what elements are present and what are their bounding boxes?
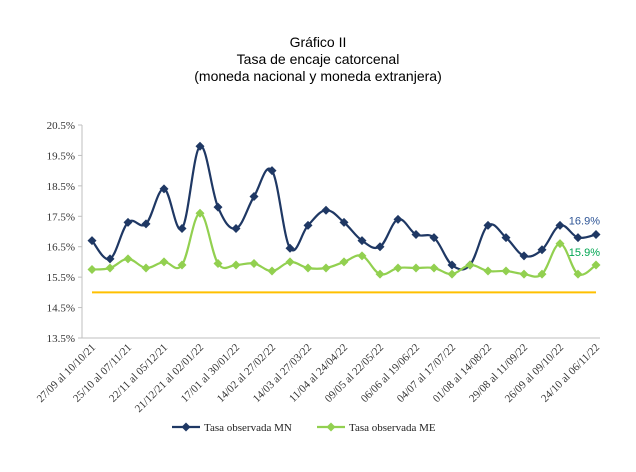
y-tick-label: 16.5% <box>47 242 75 254</box>
data-point <box>339 217 349 227</box>
data-point <box>249 258 259 268</box>
data-point <box>573 233 583 243</box>
y-tick-label: 14.5% <box>47 303 75 315</box>
data-point <box>393 214 403 224</box>
data-point <box>123 217 133 227</box>
data-point <box>321 205 331 215</box>
chart-subtitle: Tasa de encaje catorcenal <box>236 51 400 67</box>
data-point <box>213 202 223 212</box>
y-tick-label: 17.5% <box>47 211 75 223</box>
series-line-1 <box>91 145 597 271</box>
series-layer: 16.9% 15.9% <box>87 141 601 294</box>
y-tick-label: 18.5% <box>47 181 75 193</box>
data-point <box>375 242 385 252</box>
data-point <box>447 260 457 270</box>
data-point <box>429 233 439 243</box>
data-point <box>141 263 151 273</box>
data-point <box>303 263 313 273</box>
data-point <box>195 141 205 151</box>
chart-title: Gráfico II <box>289 34 347 50</box>
data-point <box>87 236 97 246</box>
data-point <box>267 266 277 276</box>
data-point <box>411 263 421 273</box>
legend-label: Tasa observada ME <box>349 422 436 434</box>
data-point <box>303 220 313 230</box>
data-point <box>555 220 565 230</box>
end-value-label: 16.9% <box>569 216 600 228</box>
chart-subtitle-2: (moneda nacional y moneda extranjera) <box>194 68 442 84</box>
data-point <box>429 263 439 273</box>
data-point <box>573 269 583 279</box>
data-point <box>177 223 187 233</box>
data-point <box>357 236 367 246</box>
data-point <box>375 269 385 279</box>
y-tick-label: 15.5% <box>47 272 75 284</box>
y-tick-label: 19.5% <box>47 150 75 162</box>
data-point <box>285 243 295 253</box>
data-point <box>213 258 223 268</box>
y-tick-label: 13.5% <box>47 333 75 345</box>
legend: Tasa observada MN Tasa observada ME <box>172 422 436 434</box>
legend-marker <box>326 422 336 432</box>
data-point <box>447 269 457 279</box>
data-point <box>537 269 547 279</box>
data-point <box>231 260 241 270</box>
data-point <box>591 260 601 270</box>
data-point <box>177 260 187 270</box>
data-point <box>519 269 529 279</box>
data-point <box>231 223 241 233</box>
data-point <box>195 208 205 218</box>
data-point <box>465 260 475 270</box>
data-point <box>87 265 97 275</box>
data-point <box>105 254 115 264</box>
data-point <box>357 251 367 261</box>
data-point <box>321 263 331 273</box>
data-point <box>267 166 277 176</box>
data-point <box>591 230 601 240</box>
data-point <box>249 192 259 202</box>
y-axis: 20.5% 19.5% 18.5% 17.5% 16.5% 15.5% 14.5% 13.5% <box>47 120 83 345</box>
data-point <box>159 257 169 267</box>
end-value-label: 15.9% <box>569 247 600 259</box>
y-tick-label: 20.5% <box>47 120 75 132</box>
data-point <box>555 239 565 249</box>
data-point <box>519 251 529 261</box>
data-point <box>393 263 403 273</box>
legend-marker <box>181 422 191 432</box>
data-point <box>141 219 151 229</box>
data-point <box>411 230 421 240</box>
data-point <box>501 266 511 276</box>
data-point <box>537 245 547 255</box>
data-point <box>501 233 511 243</box>
data-point <box>483 220 493 230</box>
data-point <box>123 254 133 264</box>
legend-label: Tasa observada MN <box>204 422 292 434</box>
data-point <box>483 266 493 276</box>
data-point <box>285 257 295 267</box>
data-point <box>105 263 115 273</box>
x-tick-label: 21/12/21 al 02/01/22 <box>133 342 206 415</box>
data-point <box>339 257 349 267</box>
data-point <box>159 184 169 194</box>
